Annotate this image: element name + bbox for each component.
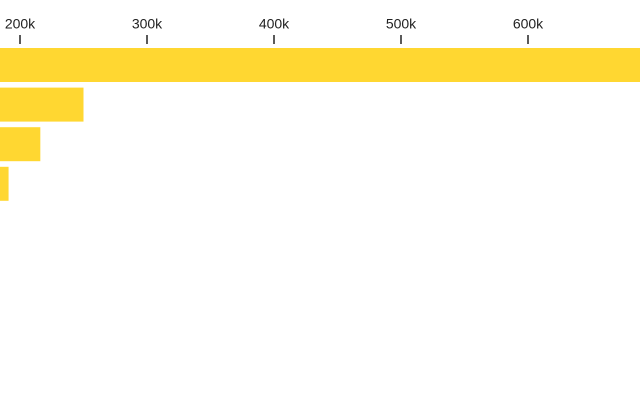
x-tick-label: 600k	[513, 16, 544, 32]
x-tick-label: 200k	[5, 16, 36, 32]
bar	[0, 87, 84, 122]
bar	[0, 48, 640, 82]
x-tick-label: 300k	[132, 16, 163, 32]
bar	[0, 166, 9, 201]
x-tick-label: 400k	[259, 16, 290, 32]
x-tick-label: 500k	[386, 16, 417, 32]
bar	[0, 127, 41, 162]
